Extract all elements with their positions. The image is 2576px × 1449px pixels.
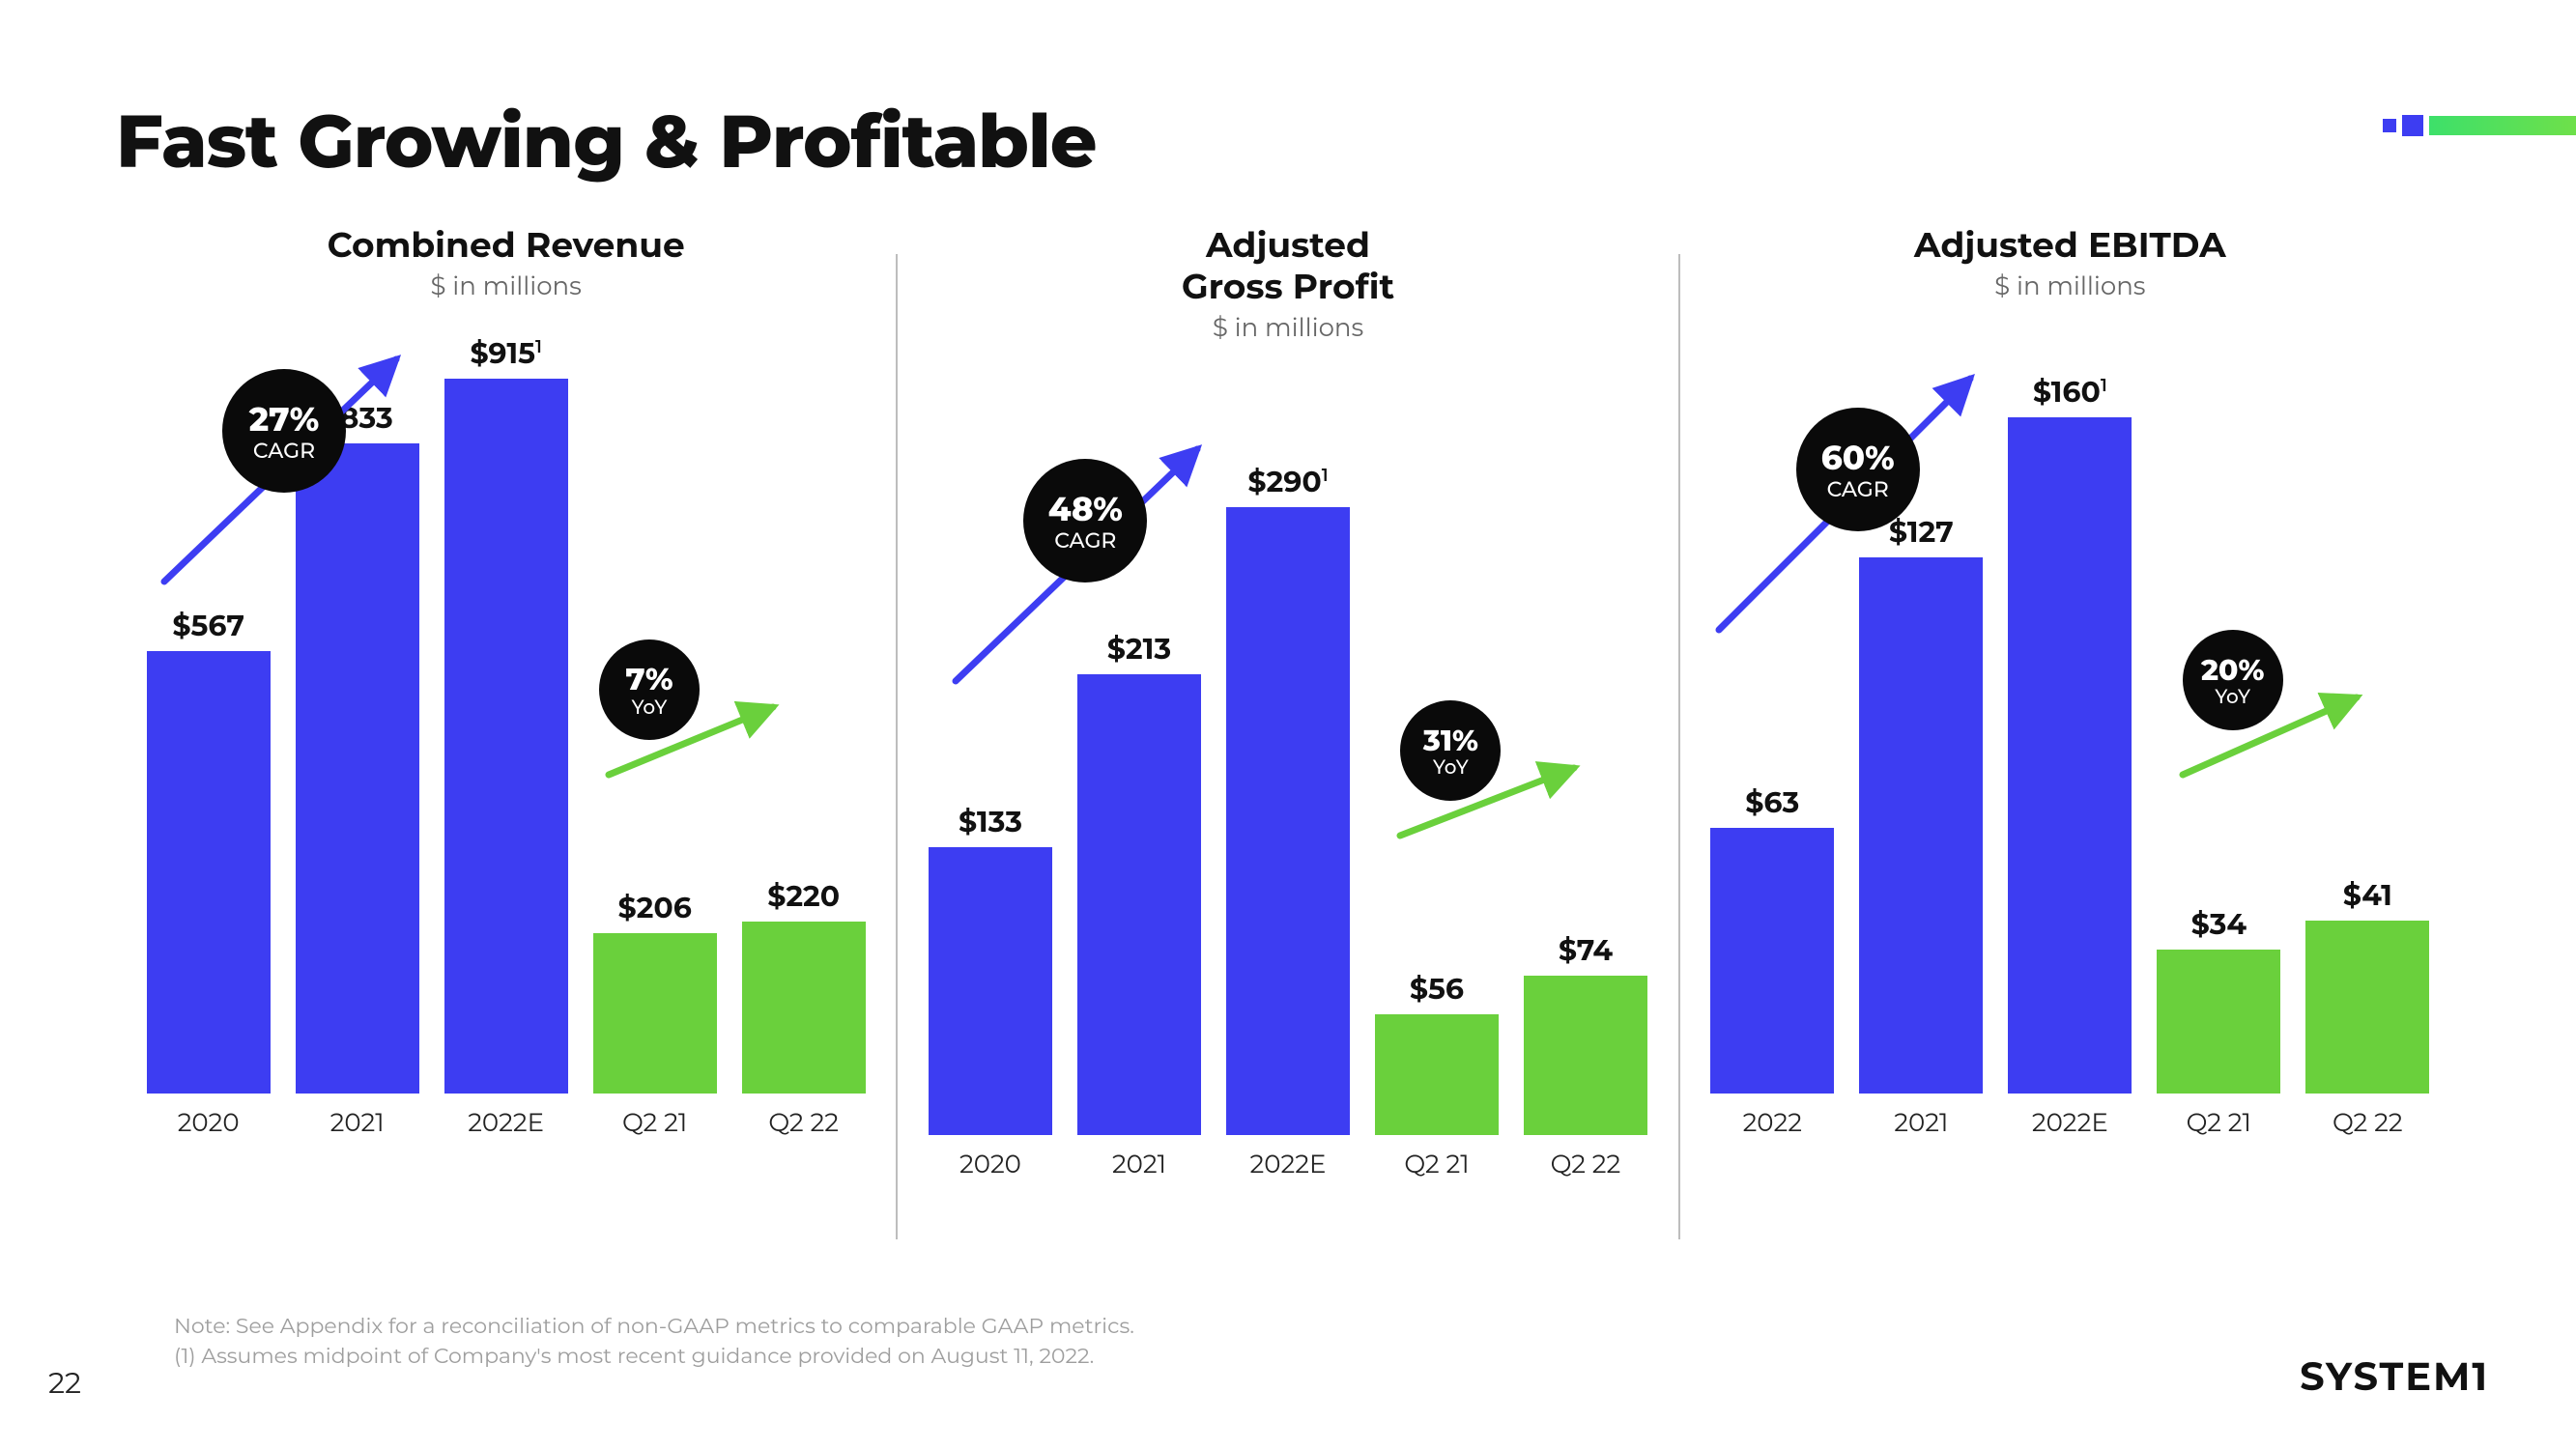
- x-label: Q2 22: [1523, 1149, 1648, 1179]
- footnote-line-1: Note: See Appendix for a reconciliation …: [174, 1312, 1134, 1342]
- badge-subtext: CAGR: [253, 438, 315, 464]
- x-label: Q2 21: [1374, 1149, 1500, 1179]
- metric-badge: 20%YoY: [2183, 630, 2283, 730]
- x-label: 2022E: [2007, 1107, 2132, 1138]
- page-number: 22: [48, 1365, 81, 1401]
- badge-subtext: YoY: [1433, 756, 1469, 780]
- chart-subtitle: $ in millions: [917, 312, 1658, 343]
- chart-panel-adjusted-ebitda: Adjusted EBITDA$ in millions 60%CAGR 20%Yo…: [1680, 225, 2460, 1249]
- x-label: 2020: [928, 1149, 1053, 1179]
- metric-badge: 48%CAGR: [1023, 459, 1147, 582]
- x-label: 2022: [1709, 1107, 1835, 1138]
- chart-area: 60%CAGR20%YoY$63$127$1601$34$41: [1700, 340, 2441, 1094]
- chart-panel-combined-revenue: Combined Revenue$ in millions 27%CAGR 7%Yo…: [116, 225, 896, 1249]
- chart-subtitle: $ in millions: [135, 270, 876, 301]
- x-label: 2021: [295, 1107, 420, 1138]
- x-label: Q2 22: [741, 1107, 867, 1138]
- chart-title: Adjusted: [917, 225, 1658, 267]
- slide-root: Fast Growing & Profitable Combined Reven…: [0, 0, 2576, 1449]
- badge-subtext: CAGR: [1054, 527, 1116, 554]
- metric-badge: 27%CAGR: [222, 369, 346, 493]
- chart-title: Adjusted EBITDA: [1700, 225, 2441, 267]
- x-label: 2021: [1076, 1149, 1202, 1179]
- chart-area: 27%CAGR7%YoY$567$833$9151$206$220: [135, 340, 876, 1094]
- x-label: 2021: [1858, 1107, 1984, 1138]
- badge-subtext: YoY: [2215, 686, 2250, 709]
- chart-title-block: AdjustedGross Profit $ in millions: [917, 225, 1658, 343]
- badge-percent: 7%: [625, 661, 673, 698]
- decor-gradient-bar: [2429, 116, 2576, 135]
- badge-percent: 31%: [1423, 723, 1478, 758]
- decor-square-2: [2402, 115, 2423, 136]
- badge-percent: 60%: [1821, 438, 1895, 478]
- badge-percent: 27%: [249, 399, 320, 440]
- metric-badge: 7%YoY: [599, 639, 700, 740]
- x-axis-labels: 2020 2021 2022E Q2 21 Q2 22: [135, 1107, 876, 1138]
- charts-row: Combined Revenue$ in millions27%CAGR7%Yo…: [116, 225, 2460, 1249]
- x-axis-labels: 2022 2021 2022E Q2 21 Q2 22: [1700, 1107, 2441, 1138]
- chart-title: Gross Profit: [917, 267, 1658, 308]
- footnote-line-2: (1) Assumes midpoint of Company's most r…: [174, 1342, 1134, 1372]
- metric-badge: 60%CAGR: [1796, 408, 1920, 531]
- top-right-decor: [2383, 116, 2576, 135]
- company-logo: SYSTEM1: [2300, 1353, 2489, 1401]
- badge-percent: 48%: [1048, 489, 1123, 529]
- metric-badge: 31%YoY: [1400, 700, 1501, 801]
- x-label: 2022E: [1225, 1149, 1351, 1179]
- chart-title-block: Adjusted EBITDA$ in millions: [1700, 225, 2441, 301]
- x-label: Q2 21: [592, 1107, 718, 1138]
- chart-title: Combined Revenue: [135, 225, 876, 267]
- x-label: 2022E: [444, 1107, 569, 1138]
- x-label: Q2 21: [2156, 1107, 2281, 1138]
- footnotes: Note: See Appendix for a reconciliation …: [174, 1312, 1134, 1372]
- badge-subtext: YoY: [632, 696, 668, 720]
- badge-subtext: CAGR: [1827, 476, 1889, 502]
- chart-area: 48%CAGR31%YoY$133$213$2901$56$74: [917, 382, 1658, 1135]
- badge-percent: 20%: [2201, 652, 2264, 688]
- chart-panel-adjusted-gross-profit: AdjustedGross Profit $ in millions 48%CAGR…: [898, 225, 1677, 1249]
- chart-title-block: Combined Revenue$ in millions: [135, 225, 876, 301]
- page-title: Fast Growing & Profitable: [116, 97, 2460, 186]
- x-label: Q2 22: [2304, 1107, 2430, 1138]
- x-label: 2020: [146, 1107, 272, 1138]
- decor-square-1: [2383, 119, 2396, 132]
- chart-subtitle: $ in millions: [1700, 270, 2441, 301]
- x-axis-labels: 2020 2021 2022E Q2 21 Q2 22: [917, 1149, 1658, 1179]
